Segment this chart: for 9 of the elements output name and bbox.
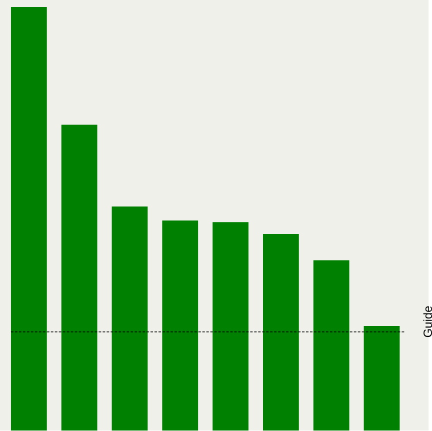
bar (162, 220, 198, 431)
bar (112, 206, 148, 431)
bar (212, 222, 248, 431)
bar (364, 326, 400, 431)
bar (313, 260, 350, 431)
bar (10, 7, 47, 431)
bar (61, 124, 98, 431)
ref-line-label: Guide (423, 306, 432, 338)
bar (262, 234, 299, 431)
